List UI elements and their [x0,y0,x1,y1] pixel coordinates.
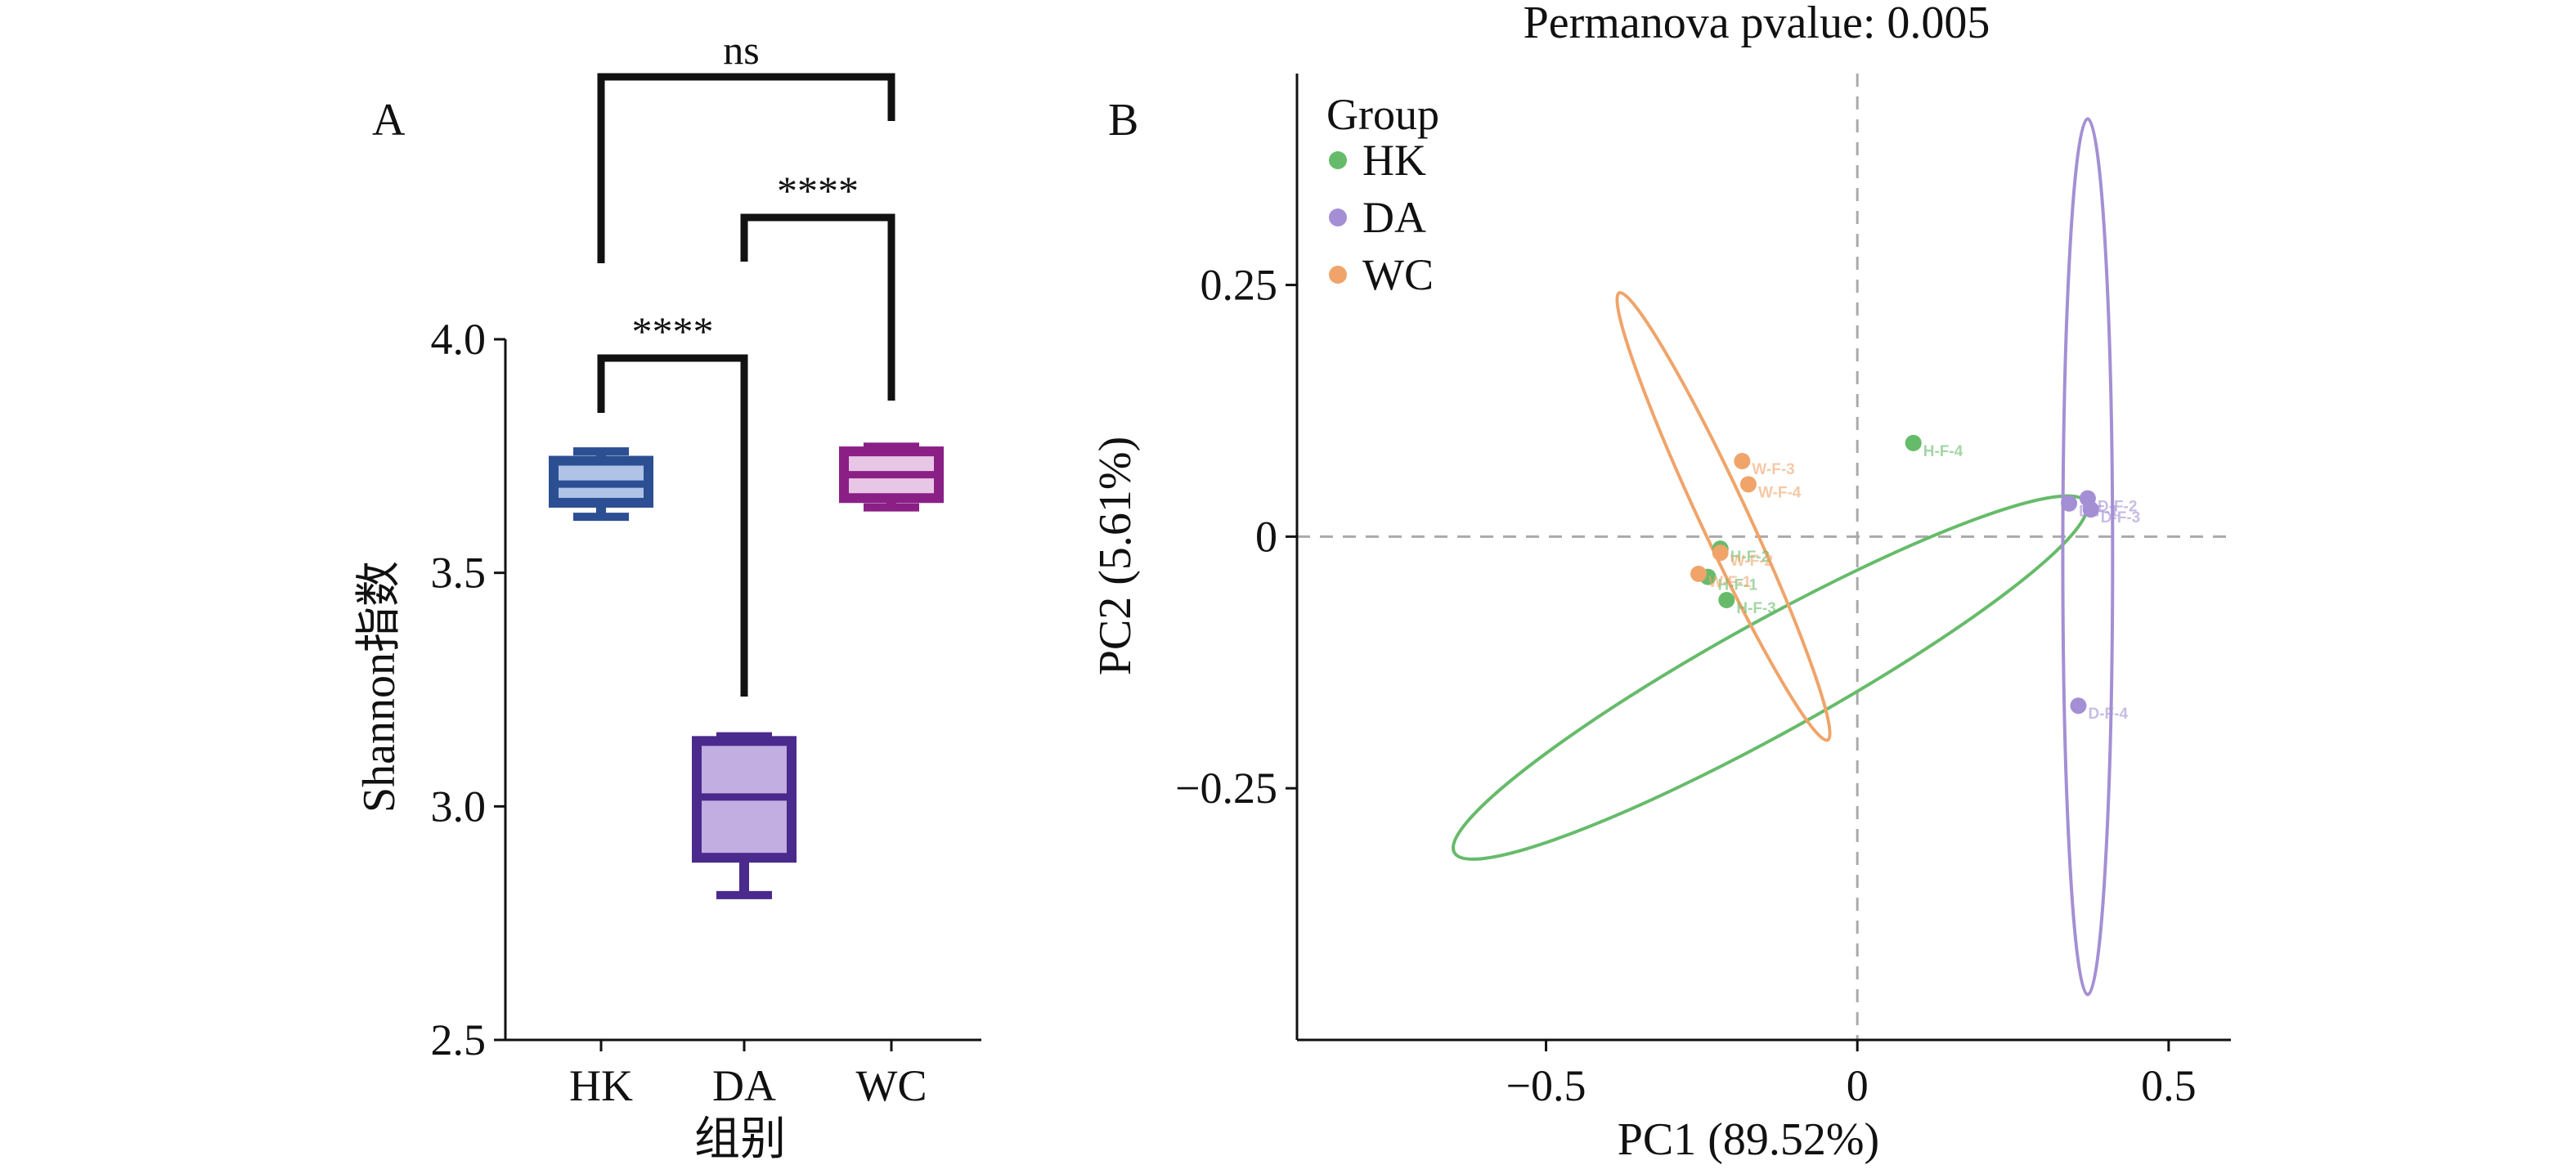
data-point-label: D-F-4 [2088,706,2128,723]
data-point-hk [1905,434,1922,451]
legend-label: WC [1362,250,1434,299]
legend-marker-wc [1329,266,1347,284]
significance-brackets: **** **** ns [597,27,895,697]
y-tick-label: 3.0 [431,782,487,831]
data-point-wc [1734,453,1751,470]
panel-b-y-axis-title: PC2 (5.61%) [1090,437,1141,675]
y-tick-label: 4.0 [431,315,487,364]
data-point-da [2061,495,2078,512]
x-tick-label: WC [856,1061,927,1110]
data-point-label: W-F-4 [1758,484,1802,501]
panel-a-axes: 2.5 3.0 3.5 4.0 HK DA WC [431,315,981,1110]
panel-b-axes: −0.25 0 0.25 −0.5 0 0.5 [1175,74,2231,1110]
data-point-wc [1712,544,1729,562]
data-point-label: W-F-1 [1708,574,1752,591]
data-point-label: H-F-1 [1717,577,1757,594]
data-point-label: H-F-4 [1923,443,1963,460]
reference-lines [1297,74,2231,1040]
significance-bracket [597,354,748,697]
y-tick-label: 0 [1255,512,1277,561]
data-point-label: D-F-2 [2098,499,2138,516]
x-tick-label: HK [569,1061,633,1110]
legend-label: HK [1362,136,1426,185]
panel-letter-b: B [1108,95,1138,146]
box-plots [549,442,944,899]
x-tick-label: DA [712,1061,776,1110]
significance-label: **** [777,168,859,213]
data-point-wc [1690,565,1708,582]
confidence-ellipse-da [2061,117,2115,997]
data-point-wc [1739,476,1757,493]
legend-title: Group [1326,90,1439,139]
legend-marker-da [1329,208,1347,226]
data-point-label: W-F-2 [1730,553,1773,570]
data-point-da [2082,501,2099,518]
significance-bracket [740,213,895,401]
data-point-label: H-F-3 [1736,600,1776,617]
panel-b-x-axis-title: PC1 (89.52%) [1618,1114,1879,1165]
y-tick-label: 3.5 [431,549,487,598]
data-point-da [2070,697,2087,715]
panel-a-box-plot: A 2.5 3.0 3.5 4.0 HK DA WC **** **** ns 组别 Shann… [354,27,981,1165]
x-tick-label: 0.5 [2141,1061,2197,1110]
significance-label: **** [632,308,714,354]
panel-a-x-axis-title: 组别 [694,1114,786,1165]
significance-label: ns [723,27,759,73]
confidence-ellipse-wc [1615,291,1832,742]
x-tick-label: 0 [1847,1061,1869,1110]
y-tick-label: −0.25 [1175,764,1277,813]
x-tick-label: −0.5 [1506,1061,1586,1110]
panel-a-y-axis-title: Shannon指数 [354,561,405,813]
y-tick-label: 2.5 [431,1015,487,1064]
panel-b-pcoa-plot: B Permanova pvalue: 0.005 H-F-4 H-F-2 H-F-… [1090,0,2231,1165]
y-tick-label: 0.25 [1200,261,1278,310]
data-point-label: H-F-2 [1730,549,1770,566]
panel-b-title: Permanova pvalue: 0.005 [1524,0,1990,48]
legend-label: DA [1362,193,1426,242]
data-point-hk [1718,591,1735,608]
panel-letter-a: A [372,95,406,146]
data-point-label: W-F-3 [1752,461,1794,478]
data-point-label: D-F-3 [2101,509,2141,527]
significance-bracket [597,73,895,263]
sample-points: H-F-4H-F-2H-F-1H-F-3D-F-1D-F-2D-F-3D-F-4… [1690,434,2141,723]
legend-marker-hk [1329,151,1347,169]
confidence-ellipse-hk [1452,494,2089,861]
